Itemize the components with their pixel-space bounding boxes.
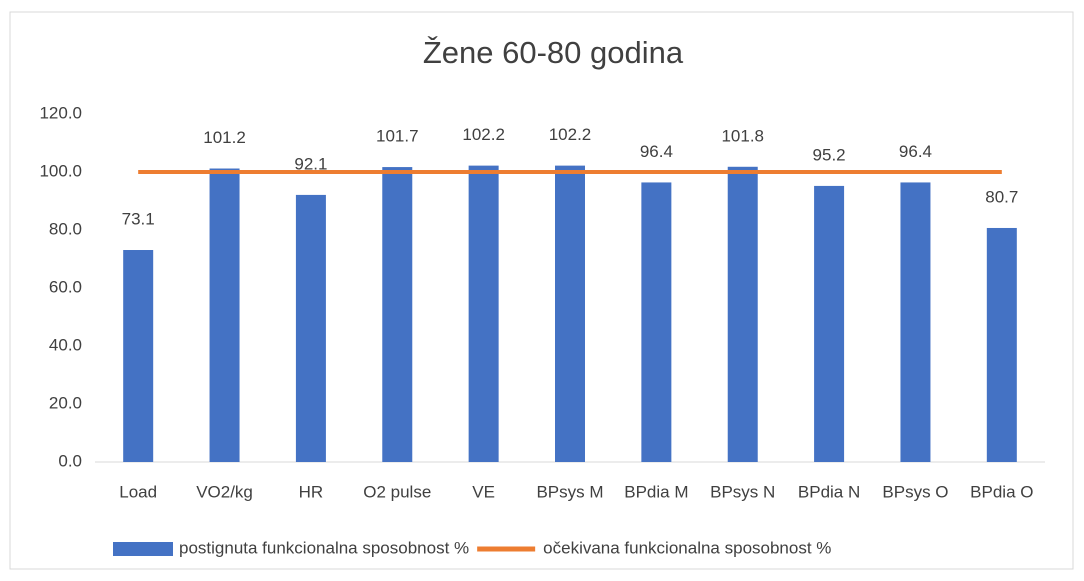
- x-tick-label: Load: [119, 482, 157, 501]
- data-label: 102.2: [549, 125, 592, 144]
- data-label: 95.2: [813, 145, 846, 164]
- y-tick-label: 20.0: [49, 393, 82, 412]
- data-label: 102.2: [462, 125, 505, 144]
- chart-title: Žene 60-80 godina: [423, 35, 684, 70]
- x-tick-label: VO2/kg: [196, 482, 253, 501]
- bar: [641, 182, 672, 462]
- x-tick-label: VE: [472, 482, 495, 501]
- y-tick-label: 120.0: [39, 103, 82, 122]
- bar: [209, 168, 240, 462]
- y-tick-label: 40.0: [49, 335, 82, 354]
- data-label: 101.2: [203, 128, 246, 147]
- bar: [727, 166, 758, 462]
- legend-label: očekivana funkcionalna sposobnost %: [543, 538, 831, 557]
- data-label: 80.7: [985, 187, 1018, 206]
- data-label: 96.4: [899, 142, 932, 161]
- bar: [555, 165, 585, 462]
- bar: [295, 194, 326, 462]
- x-tick-label: BPdia O: [970, 482, 1033, 501]
- data-label: 101.8: [721, 126, 764, 145]
- x-tick-label: BPsys O: [882, 482, 948, 501]
- chart-border: [9, 11, 1074, 570]
- bar: [382, 167, 413, 462]
- data-label: 101.7: [376, 127, 419, 146]
- y-tick-label: 100.0: [39, 161, 82, 180]
- y-tick-label: 0.0: [58, 451, 82, 470]
- legend-swatch: [113, 542, 173, 556]
- bar: [468, 165, 499, 462]
- y-tick-label: 80.0: [49, 219, 82, 238]
- x-tick-label: BPsys M: [536, 482, 603, 501]
- x-tick-label: O2 pulse: [363, 482, 431, 501]
- x-tick-label: BPsys N: [710, 482, 775, 501]
- bar: [986, 227, 1017, 462]
- x-tick-label: BPdia M: [624, 482, 688, 501]
- bar: [814, 185, 845, 463]
- data-label: 92.1: [294, 154, 327, 173]
- data-label: 96.4: [640, 142, 673, 161]
- x-tick-label: HR: [299, 482, 324, 501]
- data-label: 73.1: [122, 209, 155, 228]
- y-tick-label: 60.0: [49, 277, 82, 296]
- bar: [900, 182, 931, 462]
- bar: [123, 250, 154, 462]
- legend-label: postignuta funkcionalna sposobnost %: [179, 538, 469, 557]
- x-tick-label: BPdia N: [798, 482, 860, 501]
